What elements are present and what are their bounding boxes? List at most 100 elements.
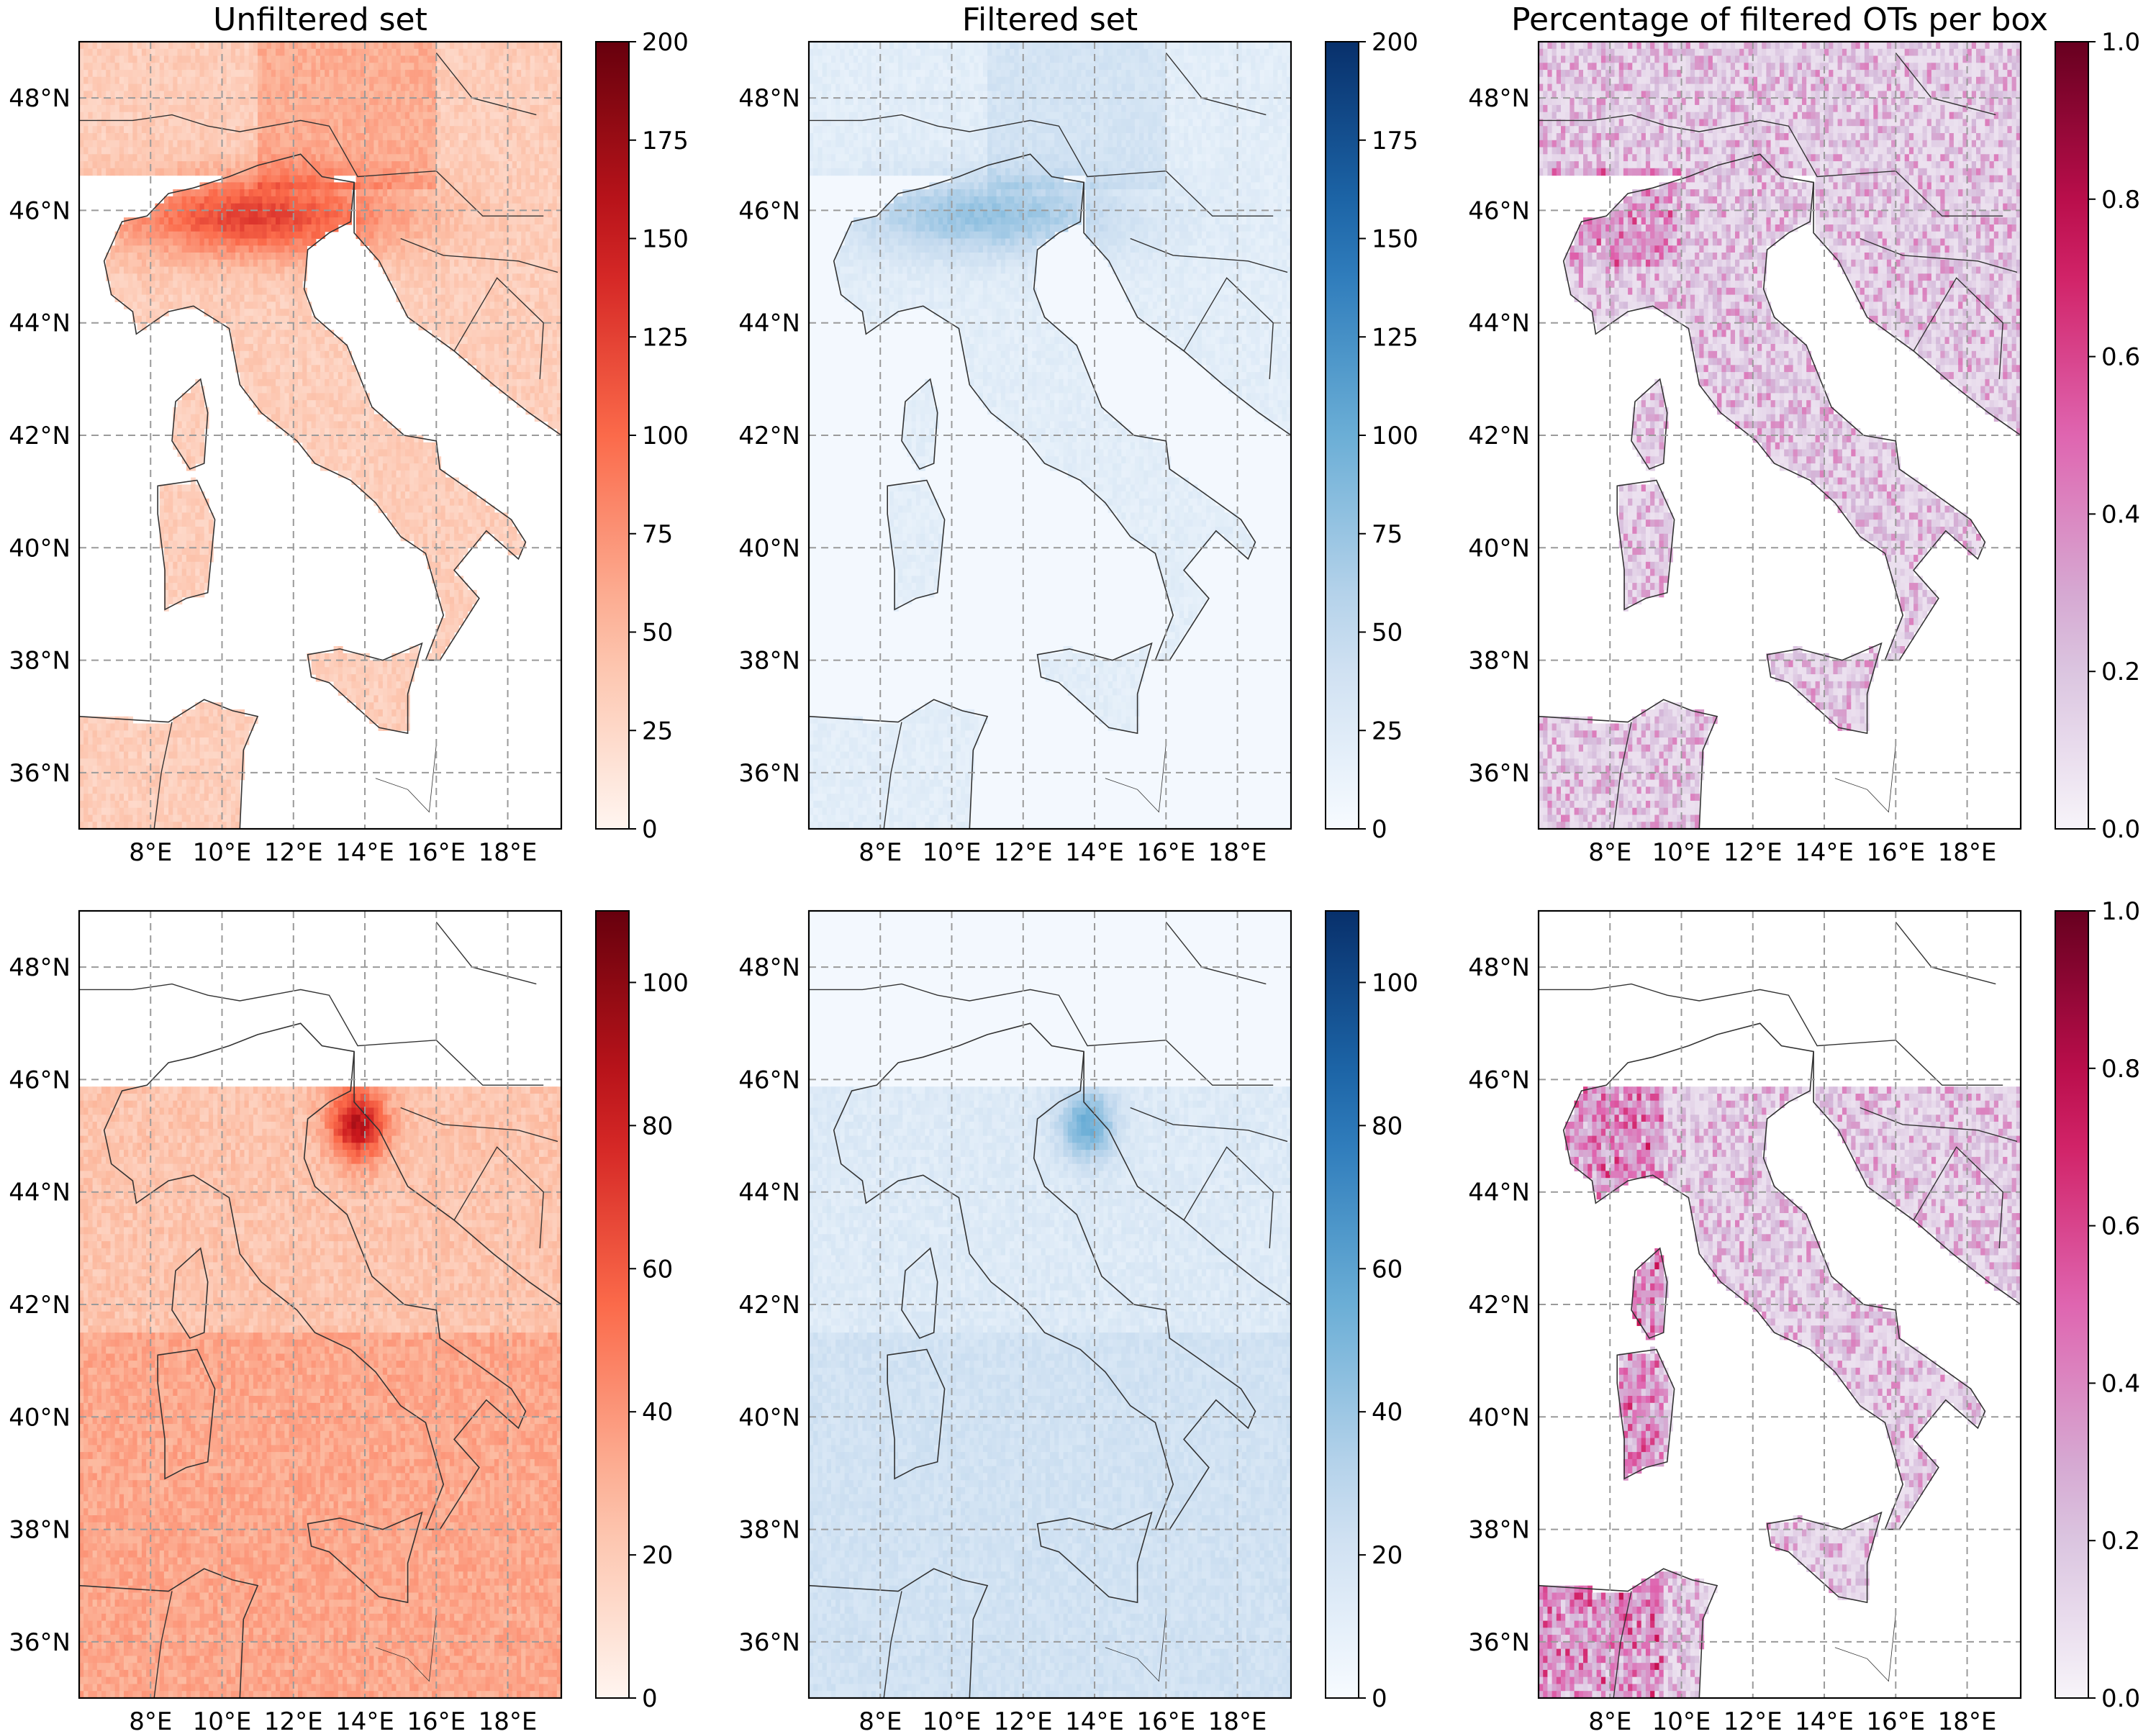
lat-label: 36°N <box>738 1628 800 1657</box>
lon-label: 14°E <box>335 838 394 867</box>
colorbar-tick-label: 125 <box>1372 323 1418 352</box>
lat-label: 46°N <box>9 196 71 225</box>
colorbar-tick-label: 60 <box>642 1255 673 1284</box>
lat-label: 48°N <box>738 953 800 982</box>
lon-label: 12°E <box>1724 1707 1783 1734</box>
colorbar-tick-label: 50 <box>1372 619 1403 648</box>
colorbar-tick-label: 0.4 <box>2101 500 2140 529</box>
colorbar-tick-label: 100 <box>642 968 689 997</box>
colorbar-tick-label: 60 <box>1372 1255 1403 1284</box>
lat-label: 42°N <box>1468 1291 1530 1320</box>
lat-label: 44°N <box>738 309 800 338</box>
colorbar-tick-label: 20 <box>642 1541 673 1570</box>
lon-label: 16°E <box>1866 838 1925 867</box>
lon-label: 10°E <box>1652 1707 1711 1734</box>
heatmap-cells <box>1539 42 2021 829</box>
lon-label: 18°E <box>479 1707 538 1734</box>
colorbar-tick-label: 0.4 <box>2101 1369 2140 1398</box>
panel-title: Unfiltered set <box>213 1 427 38</box>
colorbar-gradient <box>1325 41 1359 830</box>
colorbar-r2-c3: 0.0 0.2 0.4 0.6 0.8 1.0 <box>2055 897 2140 1713</box>
colorbar-tick-label: 80 <box>642 1112 673 1140</box>
lat-label: 40°N <box>1468 1403 1530 1432</box>
heatmap-cells <box>79 1086 561 1698</box>
lat-label: 46°N <box>9 1066 71 1094</box>
lat-label: 44°N <box>1468 1179 1530 1207</box>
coastlines <box>79 922 561 1698</box>
colorbar-tick-label: 40 <box>642 1398 673 1427</box>
colorbar-tick-label: 100 <box>1372 968 1418 997</box>
colorbar-tick-label: 0.6 <box>2101 1212 2140 1241</box>
lon-label: 16°E <box>1136 1707 1195 1734</box>
colorbar-tick-label: 175 <box>642 127 689 155</box>
lat-label: 44°N <box>1468 309 1530 338</box>
lat-label: 36°N <box>1468 1628 1530 1657</box>
lon-label: 16°E <box>407 838 466 867</box>
heatmap-cells <box>1539 1086 2021 1698</box>
lon-label: 18°E <box>1938 1707 1997 1734</box>
map-frame <box>807 40 1292 830</box>
lat-label: 42°N <box>738 422 800 450</box>
lat-label: 44°N <box>9 309 71 338</box>
map-panel-r1-c1: 48°N 46°N 44°N 42°N 40°N 38°N 36°N 8°E 10°E 12°E 1… <box>9 1 563 867</box>
colorbar-tick-label: 0.2 <box>2101 658 2140 686</box>
lat-label: 46°N <box>1468 196 1530 225</box>
gridlines <box>1539 911 2021 1698</box>
colorbar-tick-label: 1.0 <box>2101 28 2140 57</box>
lat-label: 42°N <box>1468 422 1530 450</box>
lon-label: 14°E <box>1795 838 1854 867</box>
map-panel-r2-c2: 48°N 46°N 44°N 42°N 40°N 38°N 36°N 8°E 10°E 12°E 1… <box>738 909 1292 1734</box>
lat-label: 38°N <box>1468 1516 1530 1545</box>
map-panel-r1-c2: 48°N 46°N 44°N 42°N 40°N 38°N 36°N 8°E 10°E 12°E 1… <box>738 1 1292 867</box>
lat-label: 42°N <box>9 422 71 450</box>
lat-label: 48°N <box>1468 84 1530 113</box>
gridlines <box>79 911 561 1698</box>
map-panel-r2-c1: 48°N 46°N 44°N 42°N 40°N 38°N 36°N 8°E 10°E 12°E 1… <box>9 909 563 1734</box>
colorbar-tick-label: 0 <box>642 815 658 844</box>
colorbar-tick-label: 0.0 <box>2101 815 2140 844</box>
coastlines <box>809 922 1291 1698</box>
lon-label: 14°E <box>1795 1707 1854 1734</box>
lat-label: 46°N <box>738 196 800 225</box>
lon-label: 14°E <box>335 1707 394 1734</box>
colorbar-tick-label: 175 <box>1372 127 1418 155</box>
panel-title: Filtered set <box>962 1 1138 38</box>
gridlines <box>809 911 1291 1698</box>
colorbar-tick-label: 75 <box>642 520 673 549</box>
colorbar-tick-label: 125 <box>642 323 689 352</box>
colorbar-tick-label: 40 <box>1372 1398 1403 1427</box>
colorbar-tick-label: 25 <box>642 717 673 745</box>
colorbar-gradient <box>1325 910 1359 1699</box>
lon-label: 14°E <box>1065 1707 1124 1734</box>
colorbar-tick-label: 80 <box>1372 1112 1403 1140</box>
lon-label: 12°E <box>264 1707 323 1734</box>
lon-label: 8°E <box>1588 838 1631 867</box>
colorbar-tick-label: 75 <box>1372 520 1403 549</box>
lon-label: 18°E <box>1208 838 1267 867</box>
lat-label: 38°N <box>1468 647 1530 676</box>
lat-label: 40°N <box>9 1403 71 1432</box>
colorbar-tick-label: 150 <box>1372 225 1418 254</box>
map-frame <box>78 40 563 830</box>
lat-label: 40°N <box>738 534 800 563</box>
lat-label: 46°N <box>738 1066 800 1094</box>
lon-label: 12°E <box>994 838 1053 867</box>
lat-label: 36°N <box>9 759 71 788</box>
colorbar-tick-label: 0 <box>1372 815 1387 844</box>
heatmap-cells <box>809 42 1291 829</box>
lon-label: 18°E <box>479 838 538 867</box>
colorbar-tick-label: 0.8 <box>2101 1055 2140 1084</box>
colorbar-gradient <box>595 910 630 1699</box>
gridlines <box>809 42 1291 829</box>
colorbar-tick-label: 200 <box>1372 28 1418 57</box>
colorbar-r2-c2: 0 20 40 60 80 100 <box>1325 910 1418 1713</box>
lon-label: 18°E <box>1938 838 1997 867</box>
colorbar-r1-c2: 0 25 50 75 100 125 150 175 200 <box>1325 28 1418 844</box>
colorbar-tick-label: 1.0 <box>2101 897 2140 926</box>
lon-label: 10°E <box>1652 838 1711 867</box>
lat-label: 48°N <box>738 84 800 113</box>
colorbar-tick-label: 0 <box>1372 1684 1387 1713</box>
heatmap-cells <box>79 42 561 829</box>
colorbar-tick-label: 0.0 <box>2101 1684 2140 1713</box>
map-frame <box>1537 909 2022 1699</box>
